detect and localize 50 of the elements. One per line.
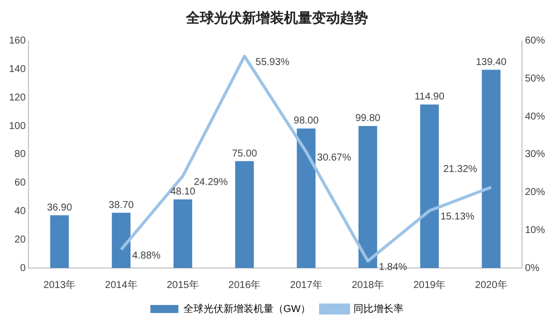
x-tick-label: 2013年	[43, 278, 76, 291]
data-label: 30.67%	[317, 152, 352, 164]
x-tick-label: 2020年	[475, 278, 508, 291]
y-tick-label: 0	[20, 262, 26, 274]
y-tick-label: 60	[14, 178, 26, 189]
y-tick-label: 100	[8, 120, 26, 132]
data-label: 24.29%	[194, 176, 228, 188]
y-tick-label: 40	[14, 206, 26, 217]
x-tick-label: 2018年	[352, 278, 384, 291]
y-tick-label: 120	[8, 92, 26, 104]
data-label: 99.80	[355, 113, 381, 124]
legend-label: 同比增长率	[354, 302, 404, 315]
bar	[358, 126, 378, 268]
data-label: 75.00	[232, 148, 258, 160]
x-tick-label: 2017年	[290, 278, 322, 291]
data-label: 139.40	[476, 56, 507, 68]
y2-tick-label: 30%	[524, 149, 546, 160]
bar	[174, 199, 192, 268]
data-label: 38.70	[108, 200, 134, 211]
data-label: 21.32%	[443, 164, 478, 176]
y2-tick-label: 20%	[524, 187, 546, 198]
data-label: 55.93%	[256, 56, 290, 68]
x-tick-label: 2015年	[166, 278, 199, 291]
chart-title: 全球光伏新增装机量变动趋势	[185, 9, 368, 26]
data-label: 1.84%	[378, 262, 408, 273]
y2-tick-label: 50%	[524, 73, 546, 84]
legend-label: 全球光伏新增装机量（GW）	[183, 302, 311, 315]
y2-tick-label: 60%	[524, 36, 546, 47]
x-tick-label: 2019年	[413, 278, 446, 291]
x-tick-label: 2014年	[105, 278, 138, 291]
y-tick-label: 20	[14, 234, 26, 246]
y2-tick-label: 40%	[524, 111, 546, 122]
bar	[482, 70, 500, 268]
bar	[112, 212, 131, 268]
y-tick-label: 140	[8, 64, 26, 75]
bar	[420, 104, 439, 268]
data-label: 114.90	[414, 92, 445, 103]
x-tick-label: 2016年	[228, 278, 261, 291]
data-label: 98.00	[294, 116, 320, 127]
bar	[235, 161, 254, 268]
data-label: 4.88%	[132, 250, 161, 262]
data-label: 48.10	[170, 186, 196, 198]
y2-tick-label: 10%	[524, 224, 546, 236]
bar	[296, 128, 316, 268]
y-tick-label: 80	[14, 149, 26, 160]
y2-tick-label: 0%	[524, 262, 540, 274]
data-label: 15.13%	[440, 211, 475, 222]
y-tick-label: 160	[8, 36, 26, 47]
bar	[50, 215, 69, 268]
data-label: 36.90	[47, 202, 72, 214]
